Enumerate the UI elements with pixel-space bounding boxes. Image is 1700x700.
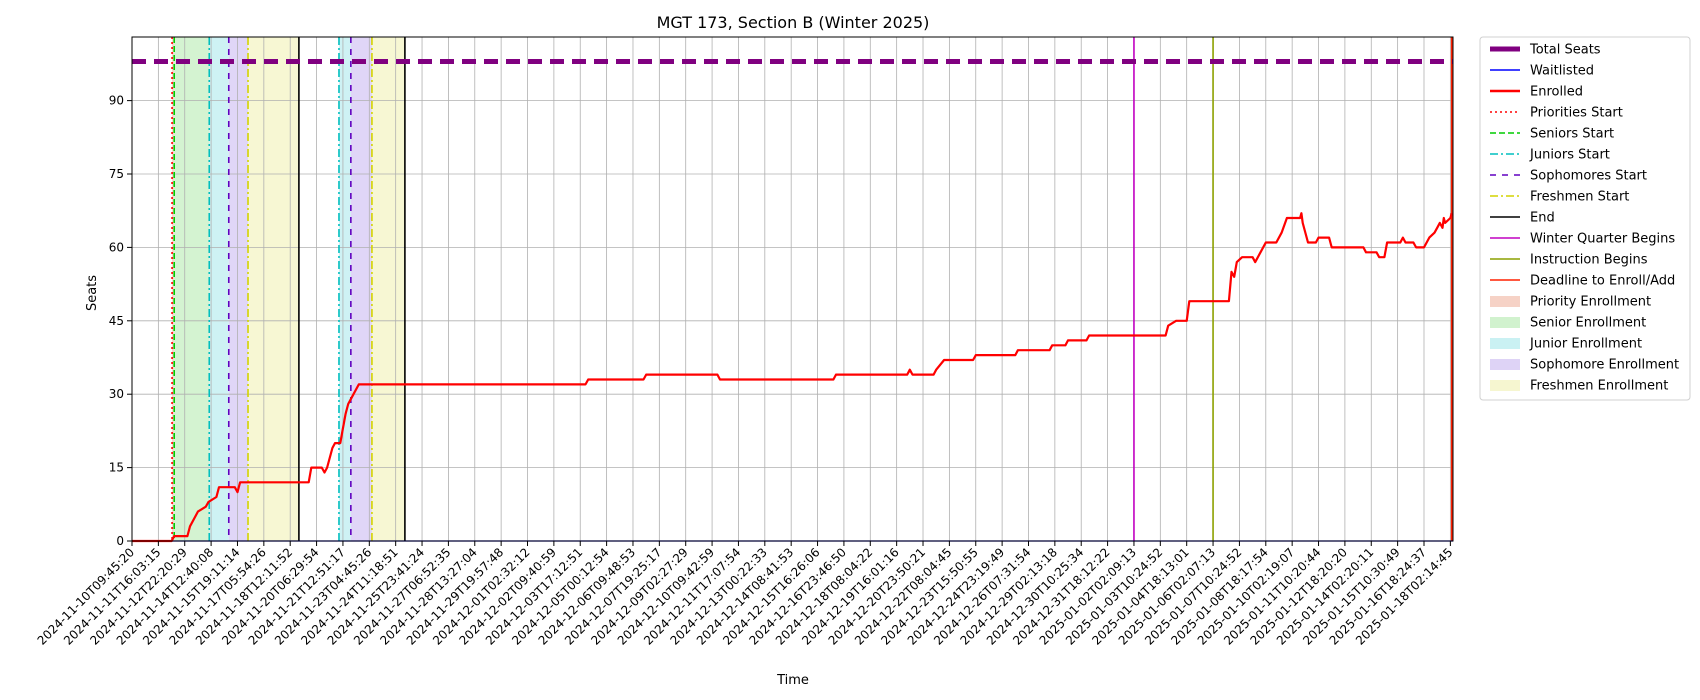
legend-item: Juniors Start: [1490, 148, 1610, 163]
span-sophomore-enrollment: [228, 37, 249, 541]
legend-label: Instruction Begins: [1530, 253, 1648, 268]
y-tick-label: 0: [116, 534, 124, 548]
x-axis-label: Time: [776, 673, 809, 688]
series-enrolled: [132, 212, 1453, 543]
legend-swatch: [1490, 380, 1520, 391]
y-tick-label: 90: [109, 94, 124, 108]
legend-item: Sophomore Enrollment: [1490, 358, 1679, 373]
span-sophomore-enrollment: [350, 37, 372, 541]
legend-item: Enrolled: [1490, 85, 1583, 100]
legend-label: Junior Enrollment: [1529, 337, 1642, 352]
legend-label: Priorities Start: [1530, 106, 1623, 121]
span-priority-enrollment: [172, 37, 175, 541]
y-axis-label: Seats: [85, 275, 100, 311]
legend-item: Waitlisted: [1490, 64, 1594, 79]
legend-item: Seniors Start: [1490, 127, 1614, 142]
legend-label: Juniors Start: [1529, 148, 1610, 163]
legend-swatch: [1490, 338, 1520, 349]
legend-label: Sophomore Enrollment: [1530, 358, 1679, 373]
legend-label: Winter Quarter Begins: [1530, 232, 1675, 247]
y-tick-label: 45: [109, 314, 124, 328]
span-freshmen-enrollment: [248, 37, 299, 541]
legend-item: Senior Enrollment: [1490, 316, 1646, 331]
legend-label: End: [1530, 211, 1555, 226]
legend-swatch: [1490, 296, 1520, 307]
legend-swatch: [1490, 317, 1520, 328]
plot-area: 01530456075902024-11-10T09:45:202024-11-…: [35, 36, 1455, 648]
legend-item: Priority Enrollment: [1490, 295, 1651, 310]
legend-label: Waitlisted: [1530, 64, 1594, 79]
chart-title: MGT 173, Section B (Winter 2025): [657, 13, 930, 32]
legend-item: Freshmen Enrollment: [1490, 379, 1668, 394]
legend-label: Deadline to Enroll/Add: [1530, 274, 1675, 289]
span-junior-enrollment: [338, 37, 351, 541]
y-tick-label: 60: [109, 240, 124, 254]
y-tick-label: 75: [109, 167, 124, 181]
legend: Total Seats Waitlisted Enrolled Priorities …: [1479, 36, 1691, 401]
legend-label: Freshmen Enrollment: [1530, 379, 1668, 394]
legend-label: Enrolled: [1530, 85, 1583, 100]
span-freshmen-enrollment: [371, 37, 405, 541]
legend-label: Priority Enrollment: [1530, 295, 1651, 310]
y-tick-label: 30: [109, 387, 124, 401]
legend-label: Total Seats: [1529, 43, 1601, 58]
legend-item: Priorities Start: [1490, 106, 1623, 121]
span-junior-enrollment: [209, 37, 229, 541]
legend-label: Sophomores Start: [1530, 169, 1647, 184]
legend-item: Instruction Begins: [1490, 253, 1648, 268]
legend-swatch: [1490, 359, 1520, 370]
plot-frame: [131, 36, 1454, 542]
legend-label: Seniors Start: [1530, 127, 1614, 142]
legend-item: Winter Quarter Begins: [1490, 232, 1675, 247]
legend-item: Freshmen Start: [1490, 190, 1629, 205]
legend-item: Sophomores Start: [1490, 169, 1647, 184]
legend-item: End: [1490, 211, 1555, 226]
legend-label: Senior Enrollment: [1530, 316, 1646, 331]
legend-label: Freshmen Start: [1530, 190, 1629, 205]
legend-item: Total Seats: [1490, 43, 1601, 58]
legend-item: Deadline to Enroll/Add: [1490, 274, 1675, 289]
legend-item: Junior Enrollment: [1490, 337, 1642, 352]
legend-frame: [1479, 36, 1691, 401]
span-senior-enrollment: [174, 37, 210, 541]
y-tick-label: 15: [109, 461, 124, 475]
